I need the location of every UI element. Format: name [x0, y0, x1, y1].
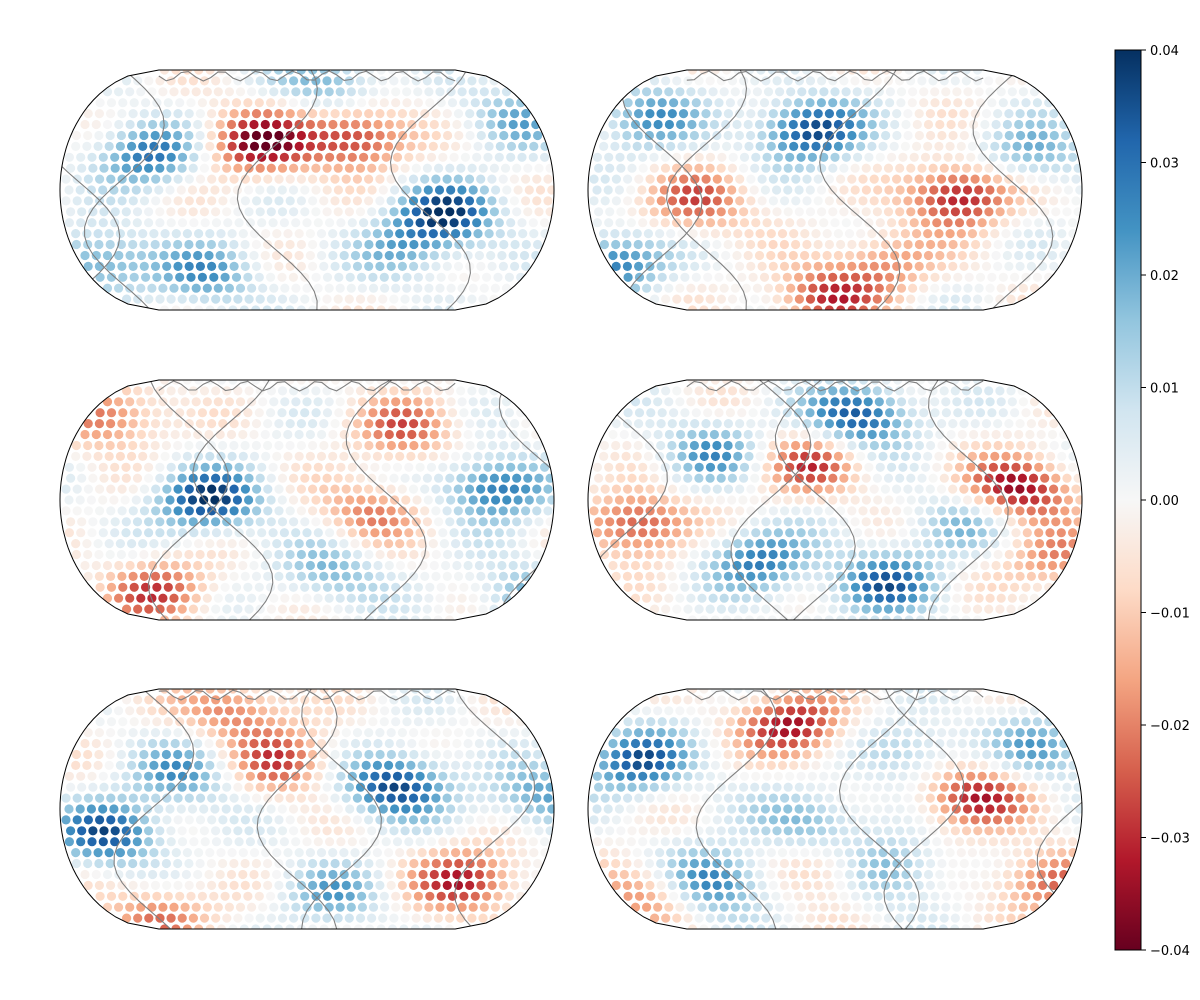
coastlines	[113, 689, 536, 929]
maps-layer	[59, 69, 1083, 930]
colorbar-tick-label: 0.01	[1150, 382, 1179, 397]
colorbar-tick-label: 0.00	[1150, 494, 1179, 509]
map-outline	[587, 69, 1083, 311]
map-outline	[59, 69, 555, 311]
coastlines	[147, 380, 554, 620]
map-dots	[589, 689, 1082, 929]
map-panel-row2-col1	[59, 379, 555, 621]
coastlines	[60, 70, 471, 310]
map-panel-row3-col2	[587, 688, 1083, 930]
colorbar-tick-label: 0.02	[1150, 269, 1179, 284]
map-panel-row3-col1	[59, 688, 555, 930]
colorbar: 0.04 0.03 0.02 0.01 0.00 −0.01 −0.02 −0.03 −0.04	[1114, 44, 1190, 959]
coastlines	[621, 70, 1054, 310]
colorbar-tick-label: 0.04	[1150, 44, 1179, 59]
map-outline	[59, 688, 555, 930]
colorbar-tick-label: −0.03	[1150, 832, 1190, 847]
colorbar-tick-label: −0.02	[1150, 719, 1190, 734]
map-panel-row1-col2	[587, 69, 1083, 311]
map-outline	[587, 688, 1083, 930]
map-dots	[589, 70, 1082, 310]
map-panel-row1-col1	[59, 69, 555, 311]
map-outline	[59, 379, 555, 621]
map-panel-row2-col2	[587, 379, 1083, 621]
map-dots	[61, 70, 554, 310]
coastlines	[686, 689, 1082, 929]
colorbar-ticks: 0.04 0.03 0.02 0.01 0.00 −0.01 −0.02 −0.03 −0.04	[1141, 44, 1190, 959]
colorbar-tick-label: −0.04	[1150, 944, 1190, 959]
colorbar-tick-label: 0.03	[1150, 157, 1179, 172]
map-dots	[61, 380, 554, 620]
map-dots	[589, 380, 1082, 620]
colorbar-gradient	[1114, 49, 1142, 951]
colorbar-tick-label: −0.01	[1150, 607, 1190, 622]
map-outline	[587, 379, 1083, 621]
